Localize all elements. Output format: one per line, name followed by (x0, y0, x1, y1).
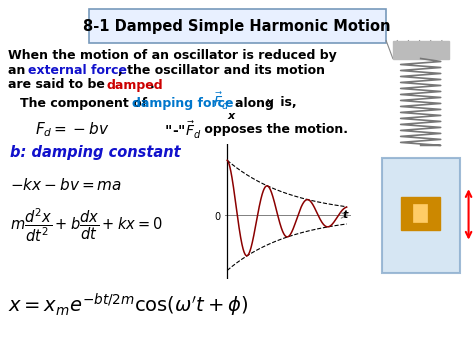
Text: b: damping constant: b: damping constant (10, 144, 181, 159)
Text: $m\dfrac{d^2x}{dt^2} + b\dfrac{dx}{dt} + kx = 0$: $m\dfrac{d^2x}{dt^2} + b\dfrac{dx}{dt} +… (10, 206, 163, 244)
Text: are said to be: are said to be (8, 78, 109, 92)
Text: $x$: $x$ (265, 97, 275, 109)
Text: t: t (343, 210, 348, 220)
Text: along: along (235, 97, 278, 109)
Bar (393, 40, 448, 59)
Text: 8-1 Damped Simple Harmonic Motion: 8-1 Damped Simple Harmonic Motion (83, 20, 391, 34)
Text: x: x (228, 111, 235, 121)
Text: $\vec{F}_d$: $\vec{F}_d$ (213, 91, 229, 111)
Text: $x = x_m e^{-bt/2m} \cos(\omega' t + \phi)$: $x = x_m e^{-bt/2m} \cos(\omega' t + \ph… (8, 291, 248, 318)
Text: is,: is, (276, 97, 297, 109)
Text: $F_d = -bv$: $F_d = -bv$ (35, 121, 109, 140)
Bar (382, 158, 460, 273)
Text: damped: damped (107, 78, 164, 92)
Bar (401, 197, 440, 230)
Text: 0: 0 (214, 212, 220, 222)
Text: When the motion of an oscillator is reduced by: When the motion of an oscillator is redu… (8, 49, 337, 61)
Text: "-"$\vec{F}_d$: "-"$\vec{F}_d$ (160, 120, 201, 141)
Text: an: an (8, 64, 30, 76)
Text: $-kx - bv = ma$: $-kx - bv = ma$ (10, 177, 122, 193)
Text: .: . (150, 78, 155, 92)
Bar (413, 204, 427, 222)
Text: The component of: The component of (20, 97, 152, 109)
FancyBboxPatch shape (89, 9, 386, 43)
Text: external force: external force (28, 64, 127, 76)
Text: opposes the motion.: opposes the motion. (200, 124, 348, 137)
Text: , the oscillator and its motion: , the oscillator and its motion (118, 64, 325, 76)
Text: damping force: damping force (132, 97, 238, 109)
